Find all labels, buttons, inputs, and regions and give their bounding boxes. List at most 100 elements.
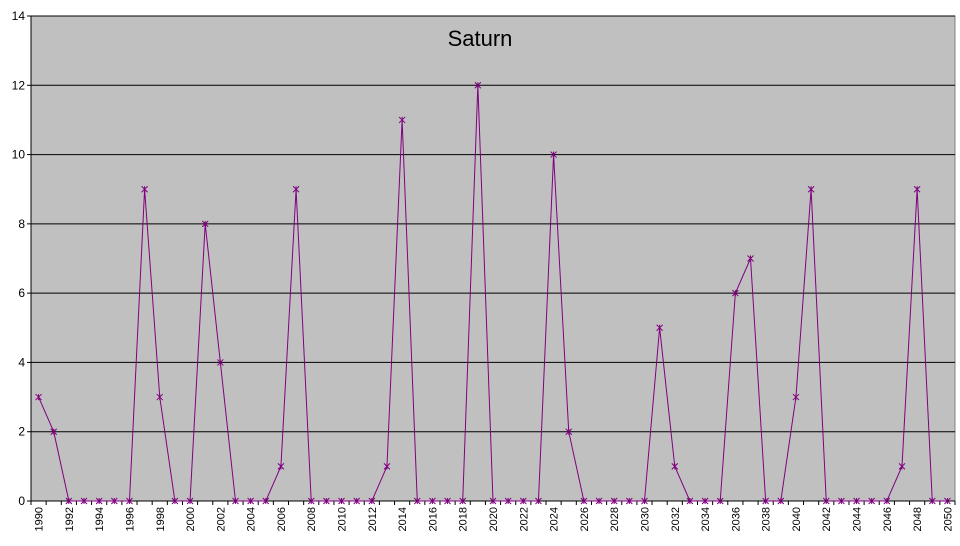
x-tick-label: 2028 (609, 507, 621, 531)
marker (762, 497, 770, 505)
y-tick-label: 2 (18, 425, 25, 439)
x-tick-label: 2022 (518, 507, 530, 531)
marker (398, 116, 406, 124)
marker (838, 497, 845, 505)
x-tick-label: 2036 (730, 507, 742, 531)
marker (777, 497, 785, 505)
marker (201, 220, 209, 228)
x-tick-label: 2030 (639, 507, 651, 531)
y-tick-label: 14 (12, 9, 26, 23)
x-tick-label: 1996 (124, 507, 136, 531)
marker (822, 497, 830, 505)
marker (444, 497, 451, 505)
x-tick-label: 2004 (246, 507, 258, 531)
x-tick-label: 2010 (337, 507, 349, 531)
marker (368, 497, 376, 505)
marker (883, 497, 891, 505)
marker (595, 497, 603, 505)
marker (65, 497, 73, 505)
marker (898, 463, 906, 470)
x-tick-label: 2002 (215, 507, 227, 531)
y-tick-label: 4 (18, 355, 25, 369)
marker (489, 497, 497, 505)
y-tick-label: 8 (18, 217, 25, 231)
marker (247, 497, 254, 505)
marker (519, 497, 527, 505)
marker (550, 151, 557, 158)
marker (277, 463, 285, 470)
marker (307, 497, 315, 505)
x-tick-label: 2038 (761, 507, 773, 531)
marker (747, 255, 754, 262)
marker (292, 185, 300, 193)
marker (323, 497, 330, 505)
marker (732, 289, 739, 297)
marker (186, 497, 194, 505)
y-tick-label: 10 (12, 148, 26, 162)
marker (110, 497, 118, 505)
marker (171, 497, 179, 505)
x-tick-label: 2018 (458, 507, 470, 531)
x-tick-label: 2016 (427, 507, 439, 531)
x-tick-label: 2014 (397, 507, 409, 531)
x-tick-label: 2040 (791, 507, 803, 531)
marker (338, 497, 345, 505)
marker (459, 497, 467, 505)
marker (35, 393, 42, 401)
marker (686, 497, 694, 505)
x-tick-label: 2044 (852, 507, 864, 531)
x-tick-label: 2034 (700, 507, 712, 531)
marker (716, 497, 724, 505)
marker (80, 497, 88, 505)
marker (383, 463, 391, 470)
marker (701, 497, 709, 505)
x-tick-label: 2008 (306, 507, 318, 531)
x-tick-label: 2020 (488, 507, 500, 531)
marker (216, 359, 224, 366)
marker (944, 497, 951, 505)
marker (156, 393, 164, 401)
x-tick-label: 2012 (367, 507, 379, 531)
y-tick-label: 12 (12, 78, 26, 92)
x-tick-label: 2024 (549, 507, 561, 531)
marker (913, 185, 921, 193)
x-tick-label: 2050 (942, 507, 954, 531)
marker (353, 497, 361, 505)
plot-area (30, 15, 956, 502)
marker (141, 185, 148, 193)
marker (95, 497, 103, 505)
marker (429, 497, 436, 505)
x-tick-label: 2046 (882, 507, 894, 531)
marker (656, 324, 663, 332)
x-tick-label: 2006 (276, 507, 288, 531)
y-tick-label: 0 (18, 494, 25, 508)
marker (126, 497, 133, 505)
y-tick-label: 6 (18, 286, 25, 300)
marker (610, 497, 618, 505)
x-tick-label: 1994 (94, 507, 106, 531)
marker (868, 497, 876, 505)
marker (641, 497, 648, 505)
marker (232, 497, 239, 505)
x-tick-label: 2026 (579, 507, 591, 531)
marker (50, 428, 58, 436)
x-tick-label: 2042 (821, 507, 833, 531)
marker (474, 81, 482, 89)
marker (504, 497, 512, 505)
x-tick-label: 2032 (670, 507, 682, 531)
marker (792, 393, 800, 401)
x-tick-label: 2048 (912, 507, 924, 531)
x-tick-label: 1992 (64, 507, 76, 531)
marker (807, 185, 815, 193)
marker (535, 497, 542, 505)
marker (625, 497, 633, 505)
marker (928, 497, 936, 505)
x-tick-label: 1998 (155, 507, 167, 531)
marker (671, 463, 679, 470)
x-tick-label: 1990 (34, 507, 46, 531)
marker (853, 497, 860, 505)
marker (580, 497, 588, 505)
chart-title: Saturn (448, 26, 513, 51)
x-tick-label: 2000 (185, 507, 197, 531)
